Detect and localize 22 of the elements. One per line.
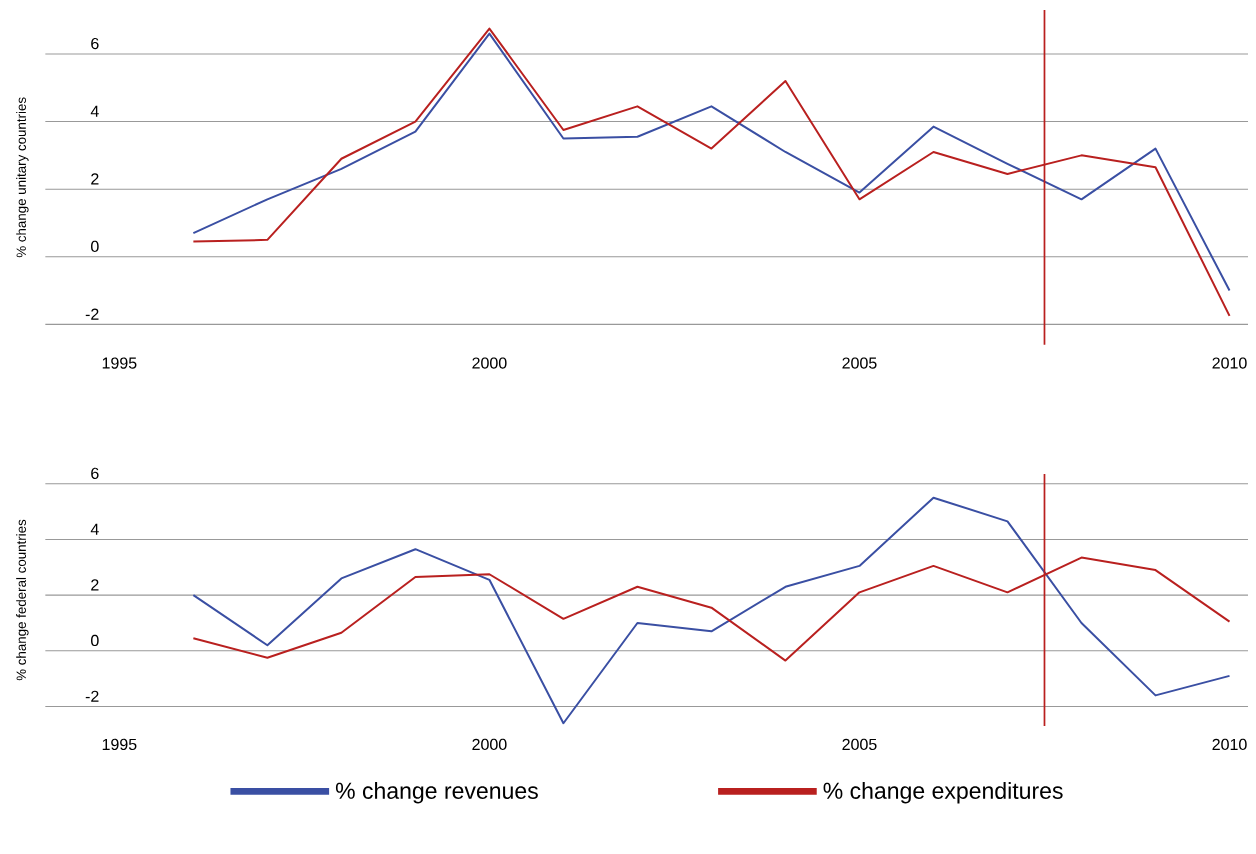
y-axis-title: % change federal countries — [16, 519, 29, 681]
x-tick-label: 2005 — [842, 357, 877, 369]
y-tick-label: -2 — [85, 308, 99, 320]
y-tick-label: 0 — [91, 634, 99, 647]
x-tick-label: 2000 — [472, 738, 507, 751]
y-tick-label: 4 — [90, 105, 99, 117]
y-tick-label: 6 — [91, 467, 99, 480]
legend-label: % change revenues — [335, 782, 538, 804]
x-tick-label: 2010 — [1212, 738, 1247, 751]
y-tick-label: 0 — [91, 240, 99, 253]
x-tick-label: 2010 — [1212, 357, 1247, 369]
y-tick-label: 2 — [91, 173, 99, 185]
y-tick-label: 2 — [91, 579, 99, 591]
y-tick-label: 4 — [90, 523, 99, 535]
y-tick-label: 6 — [91, 37, 99, 50]
y-tick-label: -2 — [85, 690, 99, 702]
x-tick-label: 1995 — [102, 738, 137, 751]
x-tick-label: 2000 — [472, 357, 507, 369]
x-tick-label: 1995 — [102, 357, 137, 369]
y-axis-title: % change unitary countries — [16, 97, 29, 258]
x-tick-label: 2005 — [842, 738, 877, 751]
legend-label: % change expenditures — [823, 782, 1063, 804]
